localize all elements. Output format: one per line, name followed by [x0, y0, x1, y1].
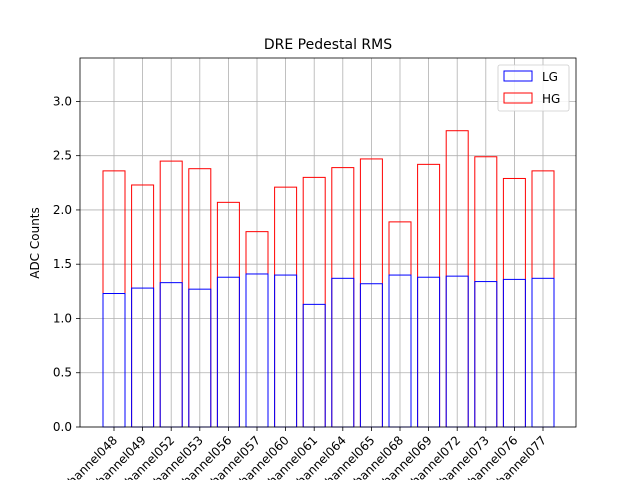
- bars: [102, 130, 555, 428]
- chart-title: DRE Pedestal RMS: [264, 37, 392, 53]
- grid: [80, 58, 576, 428]
- legend: LG HG: [497, 64, 570, 112]
- y-tick-label: 1.0: [53, 311, 72, 325]
- y-tick-label: 2.0: [53, 203, 72, 217]
- legend-label-lg: LG: [542, 70, 558, 84]
- y-axis-label: ADC Counts: [28, 207, 42, 279]
- plot-frame: [79, 57, 577, 428]
- legend-swatch-hg: [503, 92, 533, 104]
- y-tick-label: 0.0: [53, 420, 72, 434]
- legend-swatch-lg: [503, 70, 533, 82]
- legend-label-hg: HG: [542, 92, 560, 106]
- y-tick-label: 0.5: [53, 366, 72, 380]
- y-tick-label: 1.5: [53, 257, 72, 271]
- legend-box: [497, 64, 570, 112]
- y-tick-label: 2.5: [53, 149, 72, 163]
- y-tick-label: 3.0: [53, 94, 72, 108]
